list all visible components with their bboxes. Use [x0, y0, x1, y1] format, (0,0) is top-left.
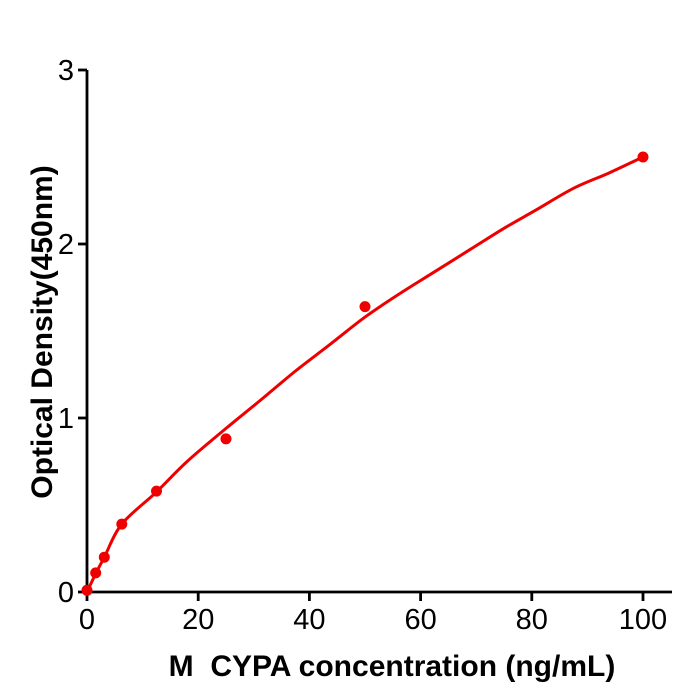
x-tick-label: 0 — [79, 604, 95, 636]
data-point — [90, 567, 102, 579]
y-tick-label: 0 — [58, 577, 74, 609]
data-point — [98, 551, 110, 563]
fit-curve-line — [85, 155, 645, 594]
data-point — [81, 584, 93, 596]
axis-spine — [85, 70, 672, 594]
data-point — [151, 485, 162, 497]
y-tick-label: 1 — [58, 403, 74, 435]
data-point — [637, 151, 649, 163]
x-tick-label: 40 — [293, 604, 325, 636]
x-tick-label: 100 — [619, 604, 667, 636]
x-tick-label: 60 — [404, 604, 436, 636]
x-axis-label: M CYPA concentration (ng/mL) — [168, 650, 616, 683]
x-tick-label: 80 — [516, 604, 548, 636]
y-axis-label: Optical Density(450nm) — [26, 165, 59, 499]
x-tick-label: 20 — [182, 604, 214, 636]
data-point — [220, 433, 232, 445]
data-point — [116, 518, 128, 530]
y-tick-label: 3 — [58, 55, 74, 87]
data-point — [359, 301, 371, 313]
y-tick-label: 2 — [58, 229, 74, 261]
